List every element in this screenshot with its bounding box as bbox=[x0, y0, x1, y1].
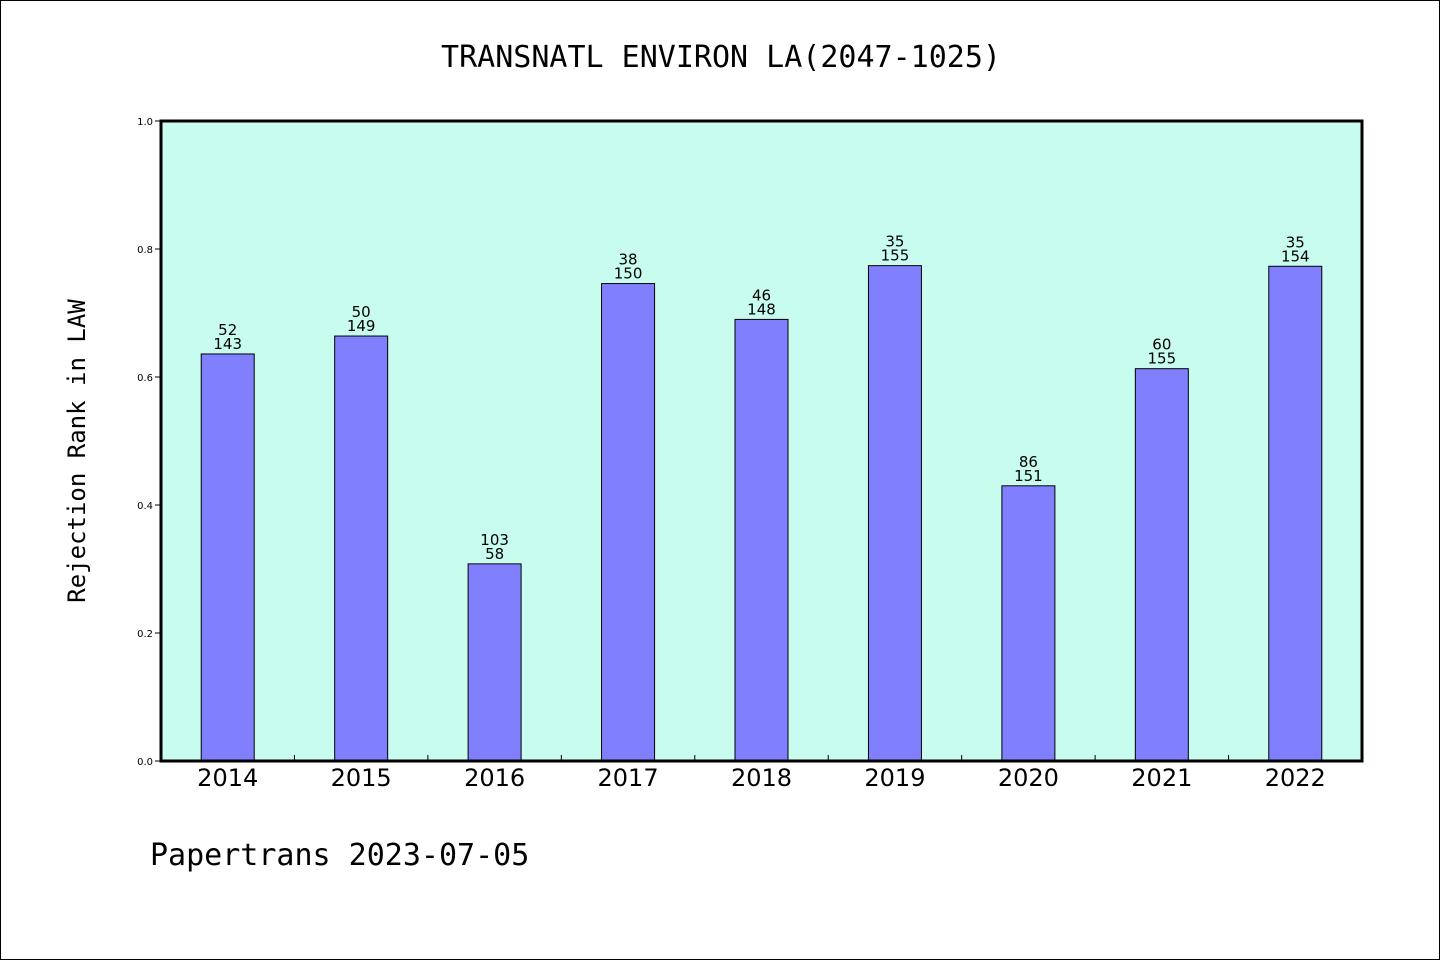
bar-label-top: 35 bbox=[885, 233, 904, 251]
bar-label-top: 50 bbox=[352, 303, 371, 321]
chart-title: TRANSNATL ENVIRON LA(2047-1025) bbox=[441, 40, 1001, 75]
footer-text: Papertrans 2023-07-05 bbox=[150, 838, 529, 873]
y-axis-label: Rejection Rank in LAW bbox=[63, 299, 91, 603]
bar-2022 bbox=[1268, 265, 1323, 762]
bar-label-top: 86 bbox=[1019, 453, 1038, 471]
x-tick-label: 2018 bbox=[731, 764, 792, 792]
bar-label-top: 60 bbox=[1152, 336, 1171, 354]
x-tick-label: 2014 bbox=[197, 764, 258, 792]
bar-label-top: 38 bbox=[619, 251, 638, 269]
x-tick-label: 2022 bbox=[1265, 764, 1326, 792]
y-axis: 0.0 0.2 0.4 0.6 0.8 1.0 bbox=[137, 117, 161, 768]
bar-label-bottom: 149 bbox=[347, 317, 376, 335]
x-tick-label: 2021 bbox=[1131, 764, 1192, 792]
y-tick-label: 1.0 bbox=[137, 117, 153, 128]
x-tick-label: 2016 bbox=[464, 764, 525, 792]
x-axis: 2014 2015 2016 2017 2018 2019 2020 2021 2022 bbox=[197, 755, 1326, 792]
y-tick-label: 0.4 bbox=[137, 501, 153, 512]
plot-frame bbox=[159, 119, 1364, 763]
bar-label-bottom: 148 bbox=[747, 300, 776, 318]
y-tick-label: 0.6 bbox=[137, 373, 153, 384]
bar-label-bottom: 150 bbox=[614, 265, 643, 283]
y-tick-label: 0.2 bbox=[137, 629, 153, 640]
bar-label-top: 46 bbox=[752, 286, 771, 304]
bar-label-bottom: 151 bbox=[1014, 467, 1043, 485]
x-tick-label: 2017 bbox=[598, 764, 659, 792]
bar-2017 bbox=[601, 283, 656, 762]
bar-2016 bbox=[467, 563, 522, 762]
bar-2019 bbox=[867, 265, 922, 762]
bar-label-top: 103 bbox=[480, 531, 509, 549]
bar-2021 bbox=[1134, 368, 1189, 762]
bar-label-bottom: 155 bbox=[1148, 350, 1177, 368]
y-tick-label: 0.0 bbox=[137, 757, 153, 768]
y-tick-label: 0.8 bbox=[137, 245, 153, 256]
x-tick-label: 2019 bbox=[864, 764, 925, 792]
bar-2018 bbox=[734, 318, 789, 762]
bar-2020 bbox=[1001, 485, 1056, 762]
bar-2014 bbox=[200, 353, 255, 762]
bar-label-bottom: 143 bbox=[213, 335, 242, 353]
bar-label-bottom: 58 bbox=[485, 545, 504, 563]
bar-2015 bbox=[334, 335, 389, 762]
bar-label-top: 35 bbox=[1286, 233, 1305, 251]
bar-label-bottom: 155 bbox=[881, 247, 910, 265]
x-tick-label: 2015 bbox=[331, 764, 392, 792]
bar-label-top: 52 bbox=[218, 321, 237, 339]
x-tick-label: 2020 bbox=[998, 764, 1059, 792]
bar-label-bottom: 154 bbox=[1281, 247, 1310, 265]
